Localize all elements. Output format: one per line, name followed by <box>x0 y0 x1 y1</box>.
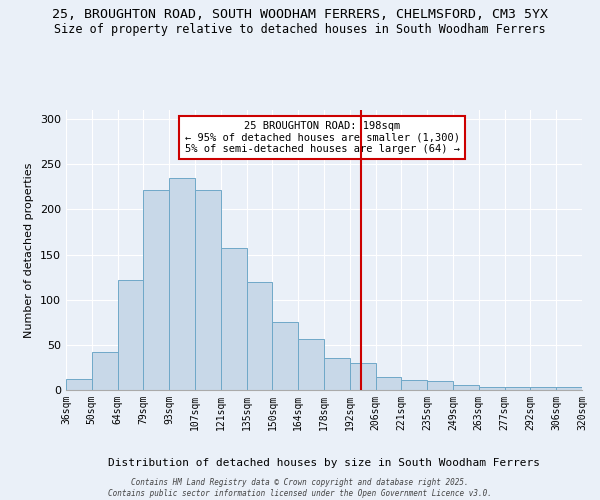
Bar <box>298 338 324 390</box>
Bar <box>247 282 272 390</box>
Text: Distribution of detached houses by size in South Woodham Ferrers: Distribution of detached houses by size … <box>108 458 540 468</box>
Bar <box>505 388 530 390</box>
Bar <box>427 381 453 390</box>
Bar <box>169 178 195 390</box>
Bar <box>556 388 582 390</box>
Bar <box>350 363 376 390</box>
Bar <box>92 352 118 390</box>
Bar <box>376 378 401 390</box>
Bar <box>66 379 92 390</box>
Bar <box>143 190 169 390</box>
Text: Size of property relative to detached houses in South Woodham Ferrers: Size of property relative to detached ho… <box>54 22 546 36</box>
Bar <box>324 358 350 390</box>
Bar <box>401 380 427 390</box>
Bar <box>479 388 505 390</box>
Y-axis label: Number of detached properties: Number of detached properties <box>25 162 34 338</box>
Text: Contains HM Land Registry data © Crown copyright and database right 2025.
Contai: Contains HM Land Registry data © Crown c… <box>108 478 492 498</box>
Bar <box>221 248 247 390</box>
Bar <box>272 322 298 390</box>
Text: 25 BROUGHTON ROAD: 198sqm
← 95% of detached houses are smaller (1,300)
5% of sem: 25 BROUGHTON ROAD: 198sqm ← 95% of detac… <box>185 121 460 154</box>
Bar <box>453 386 479 390</box>
Bar <box>195 190 221 390</box>
Text: 25, BROUGHTON ROAD, SOUTH WOODHAM FERRERS, CHELMSFORD, CM3 5YX: 25, BROUGHTON ROAD, SOUTH WOODHAM FERRER… <box>52 8 548 20</box>
Bar <box>530 388 556 390</box>
Bar <box>118 280 143 390</box>
